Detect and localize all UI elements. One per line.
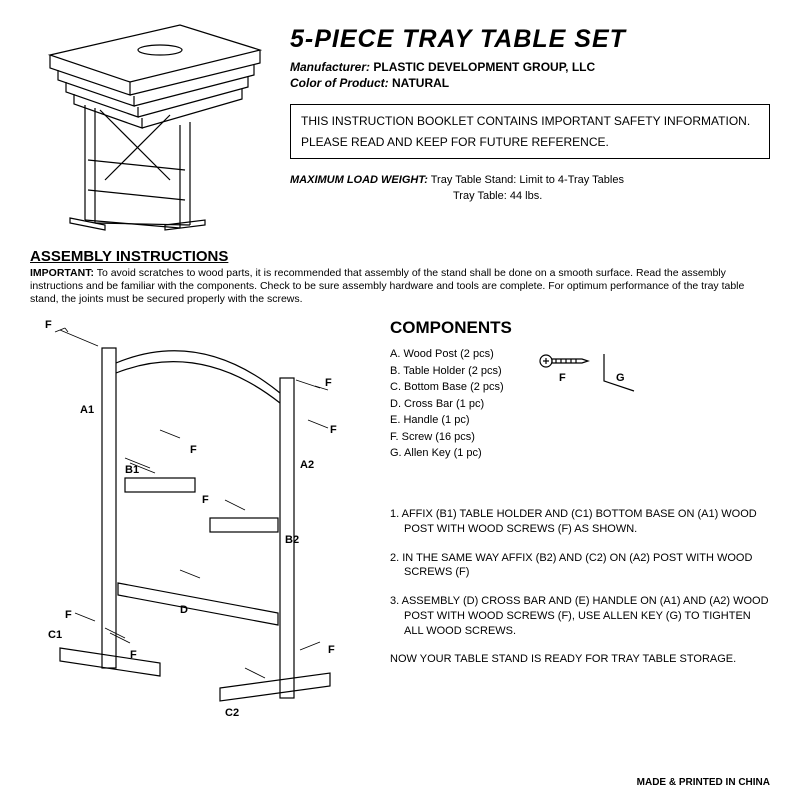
manufacturer-line: Manufacturer: PLASTIC DEVELOPMENT GROUP,… (290, 60, 770, 74)
components-list: A. Wood Post (2 pcs) B. Table Holder (2 … (390, 346, 504, 462)
header-block: 5-PIECE TRAY TABLE SET Manufacturer: PLA… (290, 20, 770, 230)
load-line-2: Tray Table: 44 lbs. (290, 189, 770, 204)
color-label: Color of Product: (290, 76, 389, 90)
manufacturer-label: Manufacturer: (290, 60, 370, 74)
lbl-C1: C1 (48, 629, 62, 641)
step-2: 2. IN THE SAME WAY AFFIX (B2) AND (C2) O… (390, 551, 770, 581)
safety-line-1: THIS INSTRUCTION BOOKLET CONTAINS IMPORT… (301, 113, 759, 129)
page-title: 5-PIECE TRAY TABLE SET (290, 25, 770, 54)
hw-label-g: G (616, 372, 625, 384)
lbl-F-c1: F (130, 649, 137, 661)
important-lead: IMPORTANT: (30, 267, 94, 279)
lbl-A1: A1 (80, 404, 94, 416)
components-heading: COMPONENTS (390, 318, 770, 338)
exploded-diagram: F A1 A2 F B1 B2 D C1 C2 F F F F F F (30, 318, 375, 718)
lbl-F-a2: F (330, 424, 337, 436)
comp-item: G. Allen Key (1 pc) (390, 445, 504, 462)
step-3: 3. ASSEMBLY (D) CROSS BAR AND (E) HANDLE… (390, 594, 770, 639)
ready-line: NOW YOUR TABLE STAND IS READY FOR TRAY T… (390, 653, 770, 665)
lbl-B1: B1 (125, 464, 139, 476)
lbl-F-top: F (45, 319, 52, 331)
assembly-heading: ASSEMBLY INSTRUCTIONS (30, 248, 770, 265)
lbl-F-mid: F (190, 444, 197, 456)
hardware-icons: F G (534, 346, 644, 406)
load-lead: MAXIMUM LOAD WEIGHT: (290, 174, 428, 186)
comp-item: A. Wood Post (2 pcs) (390, 346, 504, 363)
important-paragraph: IMPORTANT: To avoid scratches to wood pa… (30, 267, 770, 306)
lbl-D: D (180, 604, 188, 616)
load-block: MAXIMUM LOAD WEIGHT: Tray Table Stand: L… (290, 173, 770, 204)
important-body: To avoid scratches to wood parts, it is … (30, 267, 744, 305)
lbl-F-low: F (65, 609, 72, 621)
load-line-1: Tray Table Stand: Limit to 4-Tray Tables (431, 174, 624, 186)
comp-item: F. Screw (16 pcs) (390, 429, 504, 446)
hw-label-f: F (559, 372, 566, 384)
manufacturer-value: PLASTIC DEVELOPMENT GROUP, LLC (373, 60, 595, 74)
safety-box: THIS INSTRUCTION BOOKLET CONTAINS IMPORT… (290, 104, 770, 159)
color-value: NATURAL (392, 76, 449, 90)
assembly-steps: 1. AFFIX (B1) TABLE HOLDER AND (C1) BOTT… (390, 507, 770, 639)
lbl-A2: A2 (300, 459, 314, 471)
comp-item: C. Bottom Base (2 pcs) (390, 379, 504, 396)
comp-item: D. Cross Bar (1 pc) (390, 396, 504, 413)
lbl-F-tr: F (325, 377, 332, 389)
safety-line-2: PLEASE READ AND KEEP FOR FUTURE REFERENC… (301, 134, 759, 150)
step-1: 1. AFFIX (B1) TABLE HOLDER AND (C1) BOTT… (390, 507, 770, 537)
comp-item: B. Table Holder (2 pcs) (390, 363, 504, 380)
product-illustration (30, 20, 270, 230)
lbl-C2: C2 (225, 707, 239, 719)
lbl-B2: B2 (285, 534, 299, 546)
comp-item: E. Handle (1 pc) (390, 412, 504, 429)
footer-print: MADE & PRINTED IN CHINA (637, 777, 770, 788)
color-line: Color of Product: NATURAL (290, 76, 770, 90)
lbl-F-c2: F (328, 644, 335, 656)
lbl-F-b1: F (202, 494, 209, 506)
